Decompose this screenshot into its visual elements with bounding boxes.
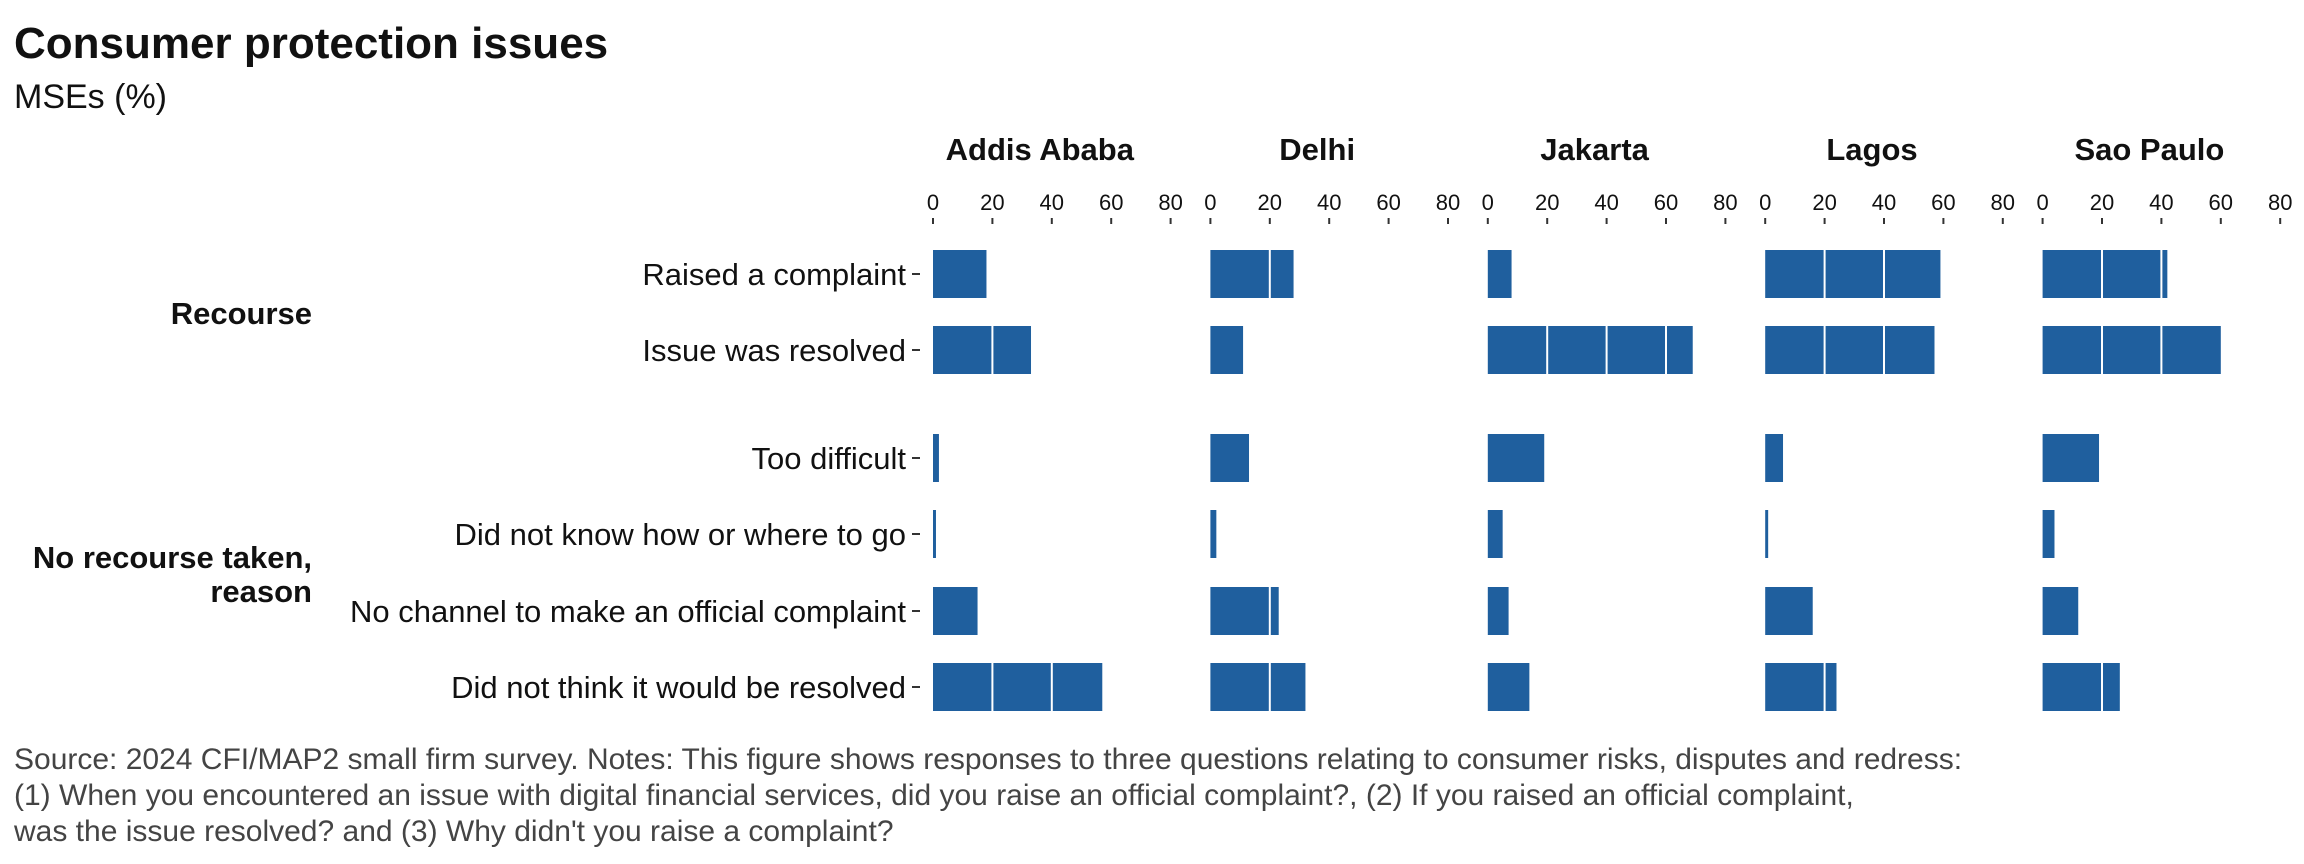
category-label-raised-a-complaint: Raised a complaint <box>642 257 906 292</box>
bar-delhi-did-not-think-it-would-be-resolved <box>1210 663 1306 711</box>
x-tick-label: 40 <box>1040 190 1064 215</box>
x-tick-label: 60 <box>1376 190 1400 215</box>
x-tick-label: 60 <box>1099 190 1123 215</box>
bar-delhi-issue-was-resolved <box>1210 326 1244 374</box>
x-tick-label: 80 <box>2268 190 2292 215</box>
x-tick-label: 60 <box>1931 190 1955 215</box>
bar-jakarta-too-difficult <box>1487 434 1545 482</box>
category-label-issue-was-resolved: Issue was resolved <box>642 333 906 368</box>
x-tick-label: 0 <box>2036 190 2048 215</box>
source-note-line-1: Source: 2024 CFI/MAP2 small firm survey.… <box>14 743 1963 776</box>
bar-sao-paulo-too-difficult <box>2042 434 2100 482</box>
bar-sao-paulo-raised-a-complaint <box>2042 250 2168 298</box>
faceted-bar-chart: Raised a complaint Issue was resolved Too … <box>33 132 2292 711</box>
bar-addis-ababa-raised-a-complaint <box>933 250 987 298</box>
chart-subtitle: MSEs (%) <box>14 78 167 116</box>
bar-jakarta-no-channel-to-make-an-official-complaint <box>1487 587 1509 635</box>
bar-addis-ababa-too-difficult <box>933 434 939 482</box>
bar-jakarta-did-not-know-how-or-where-to-go <box>1487 510 1503 558</box>
bar-addis-ababa-issue-was-resolved <box>933 326 1032 374</box>
bar-sao-paulo-issue-was-resolved <box>2042 326 2221 374</box>
x-tick-label: 80 <box>1436 190 1460 215</box>
bar-delhi-too-difficult <box>1210 434 1250 482</box>
bar-sao-paulo-did-not-think-it-would-be-resolved <box>2042 663 2120 711</box>
panel-title-jakarta: Jakarta <box>1540 132 1649 167</box>
x-tick-label: 40 <box>1317 190 1341 215</box>
bar-lagos-too-difficult <box>1765 434 1784 482</box>
panel-title-delhi: Delhi <box>1279 132 1355 167</box>
group-label-recourse: Recourse <box>171 296 312 331</box>
x-tick-label: 40 <box>1872 190 1896 215</box>
bar-lagos-no-channel-to-make-an-official-complaint <box>1765 587 1813 635</box>
source-note-line-3: was the issue resolved? and (3) Why didn… <box>14 815 894 848</box>
x-tick-label: 60 <box>1654 190 1678 215</box>
bar-lagos-issue-was-resolved <box>1765 326 1935 374</box>
panel-title-sao-paulo: Sao Paulo <box>2074 132 2224 167</box>
x-tick-label: 0 <box>1482 190 1494 215</box>
category-label-did-not-know-how-or-where-to-go: Did not know how or where to go <box>455 517 906 552</box>
category-label-no-channel-to-make-an-official-complaint: No channel to make an official complaint <box>350 594 906 629</box>
bar-addis-ababa-did-not-think-it-would-be-resolved <box>933 663 1103 711</box>
source-note-line-2: (1) When you encountered an issue with d… <box>14 779 1854 812</box>
panel-title-addis-ababa: Addis Ababa <box>946 132 1135 167</box>
x-tick-label: 80 <box>1158 190 1182 215</box>
bar-sao-paulo-no-channel-to-make-an-official-complaint <box>2042 587 2079 635</box>
x-tick-label: 40 <box>1594 190 1618 215</box>
bar-jakarta-did-not-think-it-would-be-resolved <box>1487 663 1530 711</box>
x-tick-label: 20 <box>1258 190 1282 215</box>
x-tick-label: 20 <box>1535 190 1559 215</box>
x-tick-label: 60 <box>2209 190 2233 215</box>
bar-delhi-did-not-know-how-or-where-to-go <box>1210 510 1217 558</box>
bar-lagos-did-not-think-it-would-be-resolved <box>1765 663 1837 711</box>
group-label-no-recourse: No recourse taken, reason <box>33 540 312 609</box>
panel-title-lagos: Lagos <box>1826 132 1917 167</box>
bar-jakarta-issue-was-resolved <box>1487 326 1693 374</box>
x-tick-label: 0 <box>1759 190 1771 215</box>
bar-addis-ababa-did-not-know-how-or-where-to-go <box>933 510 936 558</box>
x-tick-label: 20 <box>2090 190 2114 215</box>
source-note: Source: 2024 CFI/MAP2 small firm survey.… <box>14 742 1962 850</box>
bar-jakarta-raised-a-complaint <box>1487 250 1512 298</box>
x-tick-label: 20 <box>1812 190 1836 215</box>
chart-title: Consumer protection issues <box>14 19 609 68</box>
x-tick-label: 80 <box>1713 190 1737 215</box>
bar-delhi-raised-a-complaint <box>1210 250 1294 298</box>
bar-lagos-raised-a-complaint <box>1765 250 1941 298</box>
x-tick-label: 40 <box>2149 190 2173 215</box>
bar-delhi-no-channel-to-make-an-official-complaint <box>1210 587 1279 635</box>
bar-lagos-did-not-know-how-or-where-to-go <box>1765 510 1769 558</box>
x-tick-label: 80 <box>1991 190 2015 215</box>
bar-addis-ababa-no-channel-to-make-an-official-complaint <box>933 587 978 635</box>
bar-sao-paulo-did-not-know-how-or-where-to-go <box>2042 510 2055 558</box>
x-tick-label: 0 <box>927 190 939 215</box>
category-label-too-difficult: Too difficult <box>751 441 906 476</box>
x-tick-label: 20 <box>980 190 1004 215</box>
category-label-did-not-think-it-would-be-resolved: Did not think it would be resolved <box>451 670 906 705</box>
x-tick-label: 0 <box>1204 190 1216 215</box>
